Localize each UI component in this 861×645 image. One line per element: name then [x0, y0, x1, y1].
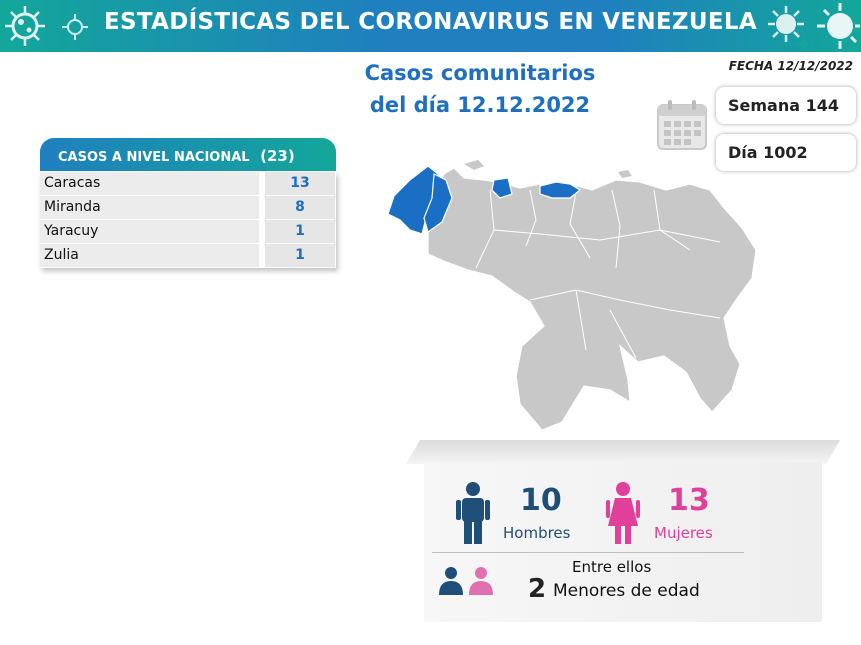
state-name: Caracas: [40, 172, 259, 195]
panel-shadow: [406, 440, 840, 464]
virus-icon: [5, 6, 45, 46]
date-label: FECHA 12/12/2022: [728, 59, 853, 73]
day-badge: Día 1002: [716, 134, 856, 171]
virus-icon: [62, 14, 88, 40]
page-title: Casos comunitarios del día 12.12.2022: [300, 57, 660, 121]
virus-icon: [817, 3, 860, 49]
map-state-yaracuy: [491, 177, 513, 199]
hombres-label: Hombres: [503, 524, 571, 542]
state-cases: 13: [265, 172, 335, 195]
table-header-total: (23): [260, 147, 295, 165]
map-mainland: [427, 167, 757, 431]
map-state-caracas-miranda: [539, 181, 582, 199]
virus-icon: [768, 6, 804, 42]
female-icon: [606, 482, 640, 544]
header-banner: ESTADÍSTICAS DEL CORONAVIRUS EN VENEZUEL…: [0, 0, 861, 52]
mujeres-value: 13: [668, 483, 710, 518]
people-icon: [439, 567, 493, 595]
table-row: Zulia 1: [40, 244, 336, 268]
state-name: Miranda: [40, 196, 259, 219]
table-row: Miranda 8: [40, 196, 336, 220]
calendar-icon: [657, 100, 707, 150]
virus-icon: [796, 36, 812, 52]
banner-title: ESTADÍSTICAS DEL CORONAVIRUS EN VENEZUEL…: [104, 9, 757, 35]
table-row: Caracas 13: [40, 172, 336, 196]
map-island: [618, 170, 632, 178]
week-badge: Semana 144: [716, 87, 856, 124]
cases-table: Caracas 13 Miranda 8 Yaracuy 1 Zulia 1: [40, 172, 336, 268]
table-row: Yaracuy 1: [40, 220, 336, 244]
mujeres-label: Mujeres: [654, 524, 713, 542]
state-name: Zulia: [40, 244, 259, 267]
title-line-1: Casos comunitarios: [364, 61, 596, 85]
title-line-2: del día 12.12.2022: [369, 93, 591, 117]
menores-value: 2: [528, 574, 547, 604]
venezuela-map: [387, 160, 757, 431]
menores-label: Menores de edad: [553, 581, 700, 601]
state-cases: 8: [265, 196, 335, 219]
divider: [432, 552, 744, 553]
male-icon: [456, 482, 490, 544]
map-island-margarita: [464, 160, 484, 170]
state-cases: 1: [265, 220, 335, 243]
hombres-value: 10: [520, 483, 562, 518]
map-state-falcon-region: [423, 173, 453, 233]
state-name: Yaracuy: [40, 220, 259, 243]
state-cases: 1: [265, 244, 335, 267]
entre-ellos-label: Entre ellos: [572, 558, 652, 576]
table-header-label: CASOS A NIVEL NACIONAL: [58, 150, 250, 165]
table-header: CASOS A NIVEL NACIONAL (23): [40, 138, 336, 171]
